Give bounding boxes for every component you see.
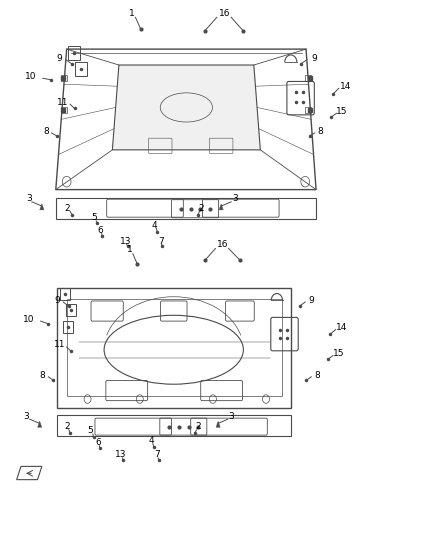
Text: 10: 10 (23, 315, 34, 324)
Text: 9: 9 (56, 54, 62, 62)
Text: 1: 1 (127, 245, 133, 254)
Text: 13: 13 (115, 450, 127, 459)
Text: 6: 6 (98, 226, 103, 235)
Text: 15: 15 (336, 107, 347, 116)
Text: 8: 8 (43, 127, 49, 136)
Text: 16: 16 (217, 240, 228, 249)
Text: 2: 2 (65, 204, 71, 213)
Text: 2: 2 (64, 422, 70, 431)
Text: 9: 9 (311, 54, 317, 62)
Text: 3: 3 (232, 194, 237, 203)
Text: 8: 8 (40, 370, 46, 379)
Text: 2: 2 (198, 204, 204, 213)
Text: 4: 4 (152, 221, 157, 230)
Text: 3: 3 (24, 411, 29, 421)
Polygon shape (38, 421, 42, 427)
Text: 6: 6 (95, 438, 101, 447)
Text: 11: 11 (54, 341, 66, 350)
Text: 11: 11 (57, 98, 69, 107)
Text: 15: 15 (333, 349, 344, 358)
Text: 3: 3 (228, 411, 234, 421)
Polygon shape (40, 204, 44, 210)
Polygon shape (219, 204, 223, 210)
Text: 14: 14 (336, 323, 347, 332)
Text: 5: 5 (92, 213, 97, 222)
Text: 2: 2 (195, 422, 201, 431)
Text: 10: 10 (25, 72, 37, 81)
Text: 4: 4 (149, 436, 154, 445)
Text: 7: 7 (154, 450, 160, 459)
Text: 16: 16 (219, 9, 230, 18)
Text: 5: 5 (88, 426, 93, 435)
Text: 14: 14 (339, 82, 351, 91)
Polygon shape (216, 421, 220, 427)
Text: 8: 8 (318, 127, 323, 136)
Text: 1: 1 (129, 9, 135, 18)
Text: 9: 9 (54, 296, 60, 305)
Polygon shape (113, 65, 260, 150)
Text: 9: 9 (308, 296, 314, 305)
Text: 7: 7 (158, 237, 163, 246)
Text: 8: 8 (314, 370, 320, 379)
Text: 13: 13 (120, 237, 131, 246)
Text: 3: 3 (26, 194, 32, 203)
